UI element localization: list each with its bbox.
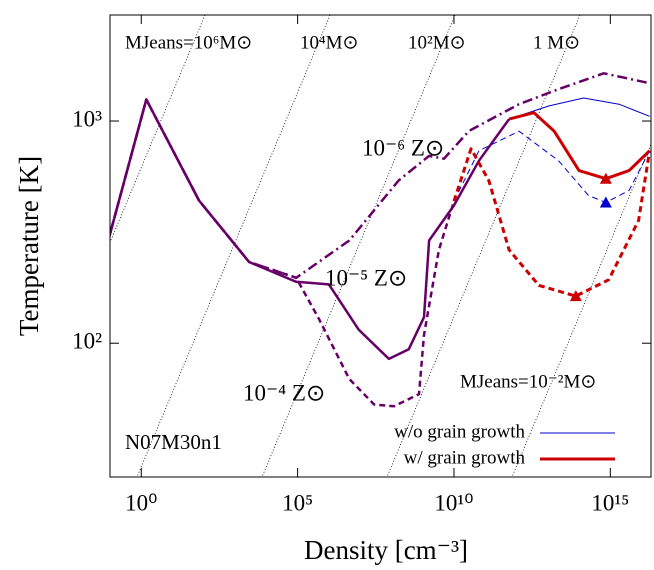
jeans-line: [511, 143, 651, 477]
annotation: 10²M⊙: [408, 32, 466, 53]
annotation: MJeans=10⁶M⊙: [125, 32, 252, 53]
plot-area: [110, 15, 651, 477]
annotation: 1 M⊙: [533, 32, 580, 53]
data-line: [453, 130, 651, 203]
annotation: 10⁻⁴ Z⊙: [243, 380, 325, 405]
y-axis-label: Temperature [K]: [14, 156, 44, 336]
x-tick-label: 10⁵: [282, 490, 313, 515]
annotation: 10⁴M⊙: [300, 32, 358, 53]
x-tick-label: 10⁰: [125, 490, 157, 515]
x-tick-label: 10¹⁵: [591, 490, 629, 515]
data-line: [110, 72, 650, 280]
jeans-line: [261, 15, 456, 477]
triangle-marker: [569, 290, 582, 302]
jeans-line: [386, 15, 581, 477]
data-line: [508, 97, 650, 120]
legend-label: w/o grain growth: [394, 421, 525, 442]
data-line: [110, 98, 511, 361]
annotation: N07M30n1: [125, 430, 222, 454]
x-tick-label: 10¹⁰: [434, 490, 473, 515]
triangle-marker: [599, 172, 612, 184]
annotation: MJeans=10⁻²M⊙: [460, 371, 596, 392]
legend-label: w/ grain growth: [404, 447, 526, 468]
y-tick-label: 10³: [72, 106, 102, 131]
jeans-line: [136, 15, 331, 477]
annotation: 10⁻⁵ Z⊙: [325, 265, 407, 290]
y-tick-label: 10²: [72, 329, 102, 354]
x-axis-label: Density [cm⁻³]: [304, 535, 468, 565]
annotation: 10⁻⁶ Z⊙: [362, 135, 444, 160]
plot-frame: [109, 14, 652, 478]
data-line: [110, 98, 456, 408]
data-line: [508, 111, 651, 181]
triangle-marker: [599, 196, 612, 208]
data-line: [452, 147, 651, 298]
